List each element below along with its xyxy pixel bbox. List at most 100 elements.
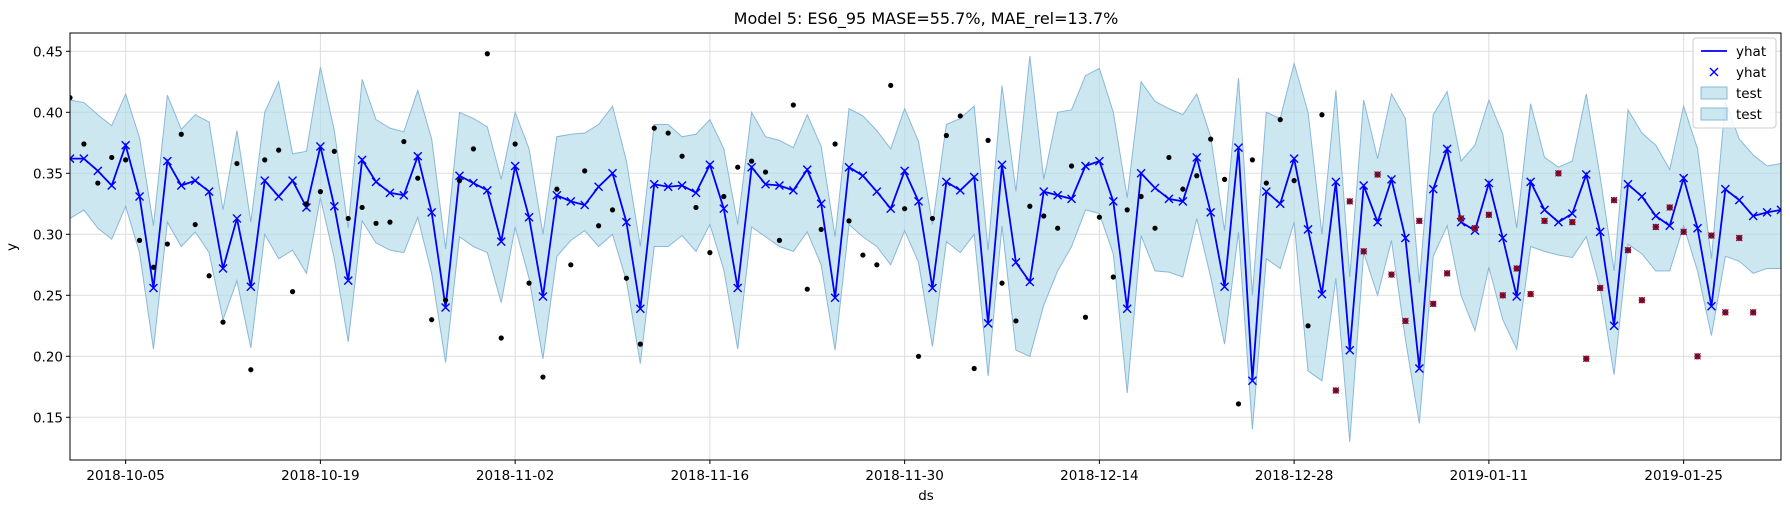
- test-actual-x-marker: [1541, 217, 1548, 225]
- yhat-marker: [747, 162, 757, 172]
- chart-title: Model 5: ES6_95 MASE=55.7%, MAE_rel=13.7…: [734, 9, 1119, 29]
- plot-content: [70, 51, 1781, 442]
- x-tick-label: 2019-01-11: [1450, 468, 1528, 484]
- yhat-marker: [1679, 173, 1689, 183]
- yhat-marker: [552, 190, 562, 200]
- yhat-marker: [148, 283, 158, 293]
- actual-point: [679, 153, 685, 159]
- actual-point: [1319, 112, 1325, 118]
- actual-point: [721, 193, 727, 200]
- yhat-marker: [594, 182, 604, 192]
- yhat-marker: [343, 276, 353, 286]
- actual-point: [790, 102, 796, 108]
- actual-point: [206, 273, 212, 279]
- y-tick-label: 0.15: [33, 410, 63, 426]
- yhat-marker: [1373, 217, 1383, 227]
- yhat-marker: [455, 171, 464, 181]
- yhat-marker: [93, 166, 103, 176]
- legend-label: test: [1736, 107, 1762, 123]
- yhat-marker: [246, 282, 256, 292]
- actual-point: [123, 157, 129, 163]
- x-tick-label: 2018-12-14: [1060, 468, 1138, 484]
- legend: yhat yhat test test: [1692, 37, 1777, 129]
- actual-point: [81, 141, 87, 147]
- yhat-marker: [1484, 178, 1494, 188]
- test-actual-x-marker: [1582, 355, 1590, 363]
- yhat-marker: [260, 176, 270, 186]
- actual-point: [582, 168, 588, 174]
- yhat-marker: [761, 179, 771, 189]
- actual-point: [359, 204, 365, 211]
- yhat-marker: [301, 202, 311, 212]
- yhat-marker: [524, 212, 534, 222]
- yhat-marker: [886, 204, 896, 214]
- yhat-marker: [1317, 289, 1327, 299]
- actual-point: [693, 204, 699, 211]
- yhat-marker: [816, 199, 826, 209]
- yhat-marker: [1567, 209, 1577, 219]
- yhat-marker: [1247, 376, 1257, 386]
- yhat-marker: [441, 303, 451, 312]
- y-tick-label: 0.45: [33, 44, 63, 60]
- yhat-marker: [955, 185, 965, 195]
- actual-point: [665, 130, 671, 136]
- yhat-marker: [1192, 152, 1202, 162]
- actual-point: [70, 95, 73, 101]
- actual-point: [609, 207, 616, 213]
- actual-point: [429, 317, 435, 323]
- yhat-marker: [1289, 154, 1299, 164]
- yhat-marker: [1609, 321, 1619, 331]
- actual-point: [1082, 314, 1089, 320]
- test-actual-x-marker: [1499, 291, 1507, 299]
- yhat-marker: [608, 168, 618, 178]
- yhat-marker: [385, 188, 395, 198]
- yhat-marker: [872, 187, 882, 197]
- yhat-marker: [1025, 277, 1035, 287]
- actual-point: [1068, 163, 1075, 169]
- actual-point: [387, 219, 393, 225]
- actual-point: [540, 374, 546, 380]
- actual-point: [512, 141, 518, 147]
- yhat-marker: [677, 181, 687, 190]
- actual-point: [943, 132, 949, 139]
- yhat-marker: [135, 191, 145, 201]
- yhat-marker: [1359, 181, 1369, 190]
- actual-point: [902, 206, 908, 212]
- yhat-marker: [121, 140, 131, 150]
- yhat-marker: [1387, 174, 1396, 184]
- actual-point: [1124, 207, 1130, 213]
- yhat-marker: [176, 181, 186, 190]
- yhat-marker: [371, 177, 381, 187]
- actual-point: [109, 154, 115, 161]
- yhat-marker: [329, 201, 339, 211]
- yhat-marker: [1053, 190, 1063, 200]
- yhat-marker: [997, 160, 1007, 170]
- yhat-marker: [566, 196, 576, 206]
- yhat-marker: [1331, 177, 1341, 187]
- yhat-marker: [1122, 304, 1132, 314]
- legend-band-swatch: [1700, 86, 1728, 100]
- legend-marker-swatch: [1709, 67, 1719, 77]
- actual-point: [1277, 117, 1283, 123]
- yhat-marker: [1428, 184, 1438, 194]
- yhat-marker: [1011, 257, 1021, 267]
- yhat-marker: [1442, 144, 1452, 154]
- test-actual-x-marker: [1694, 352, 1701, 360]
- actual-point: [818, 226, 824, 233]
- yhat-marker: [1303, 224, 1313, 234]
- test-actual-x-marker: [1513, 265, 1521, 272]
- actual-point: [762, 169, 769, 175]
- yhat-marker: [1220, 282, 1230, 292]
- actual-point: [651, 125, 657, 131]
- yhat-marker: [1762, 207, 1772, 217]
- yhat-marker: [70, 154, 75, 164]
- actual-point: [1208, 136, 1214, 142]
- yhat-marker: [399, 190, 409, 200]
- test-actual-x-marker: [1388, 271, 1395, 278]
- yhat-marker: [969, 172, 979, 182]
- test-actual-x-marker: [1749, 309, 1757, 316]
- yhat-marker: [232, 213, 242, 223]
- actual-point: [1221, 176, 1228, 182]
- legend-label: yhat: [1736, 44, 1766, 60]
- actual-point: [1055, 225, 1061, 231]
